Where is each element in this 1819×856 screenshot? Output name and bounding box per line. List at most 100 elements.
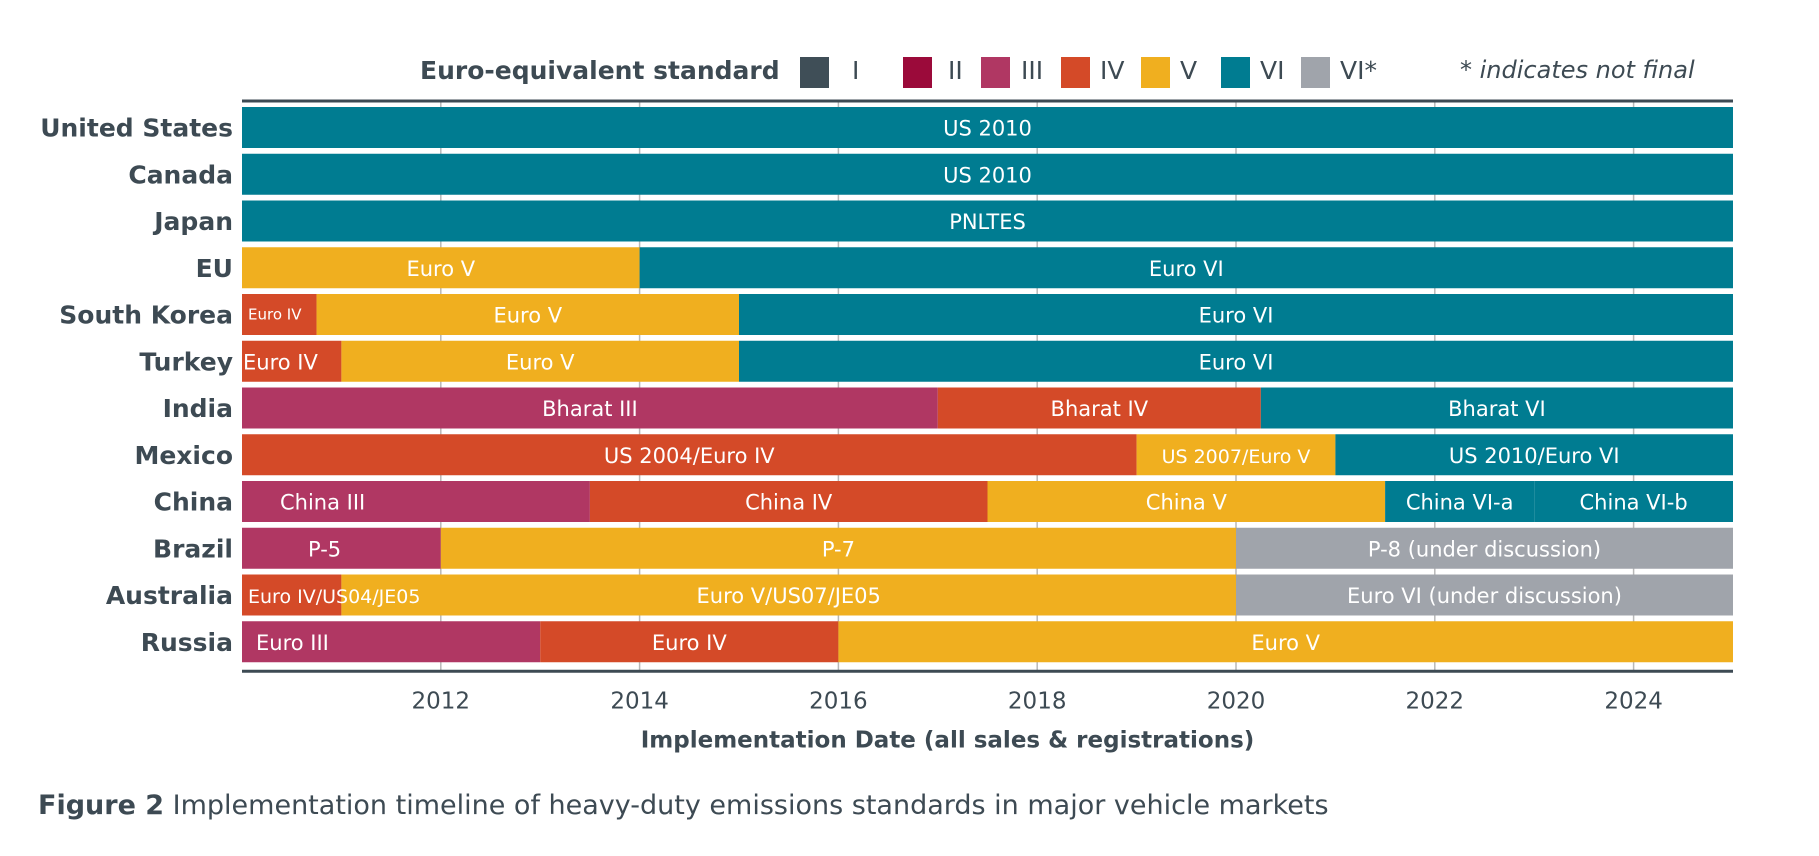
bar-segment bbox=[242, 574, 342, 616]
bar-segment bbox=[739, 294, 1733, 335]
legend-label-V: V bbox=[1180, 56, 1198, 85]
figure-caption: Figure 2 Implementation timeline of heav… bbox=[38, 790, 1329, 821]
bar-segment bbox=[242, 621, 541, 663]
segment-label: US 2004/Euro IV bbox=[604, 444, 775, 468]
legend-note: * indicates not final bbox=[1460, 56, 1695, 84]
row-label-mexico: Mexico bbox=[134, 441, 233, 470]
legend-swatch-V bbox=[1141, 57, 1170, 88]
segment-label: Euro VI (under discussion) bbox=[1347, 584, 1622, 608]
segment-label: China VI-a bbox=[1406, 491, 1514, 515]
row-label-india: India bbox=[163, 394, 233, 423]
segment-label: Euro V bbox=[406, 257, 475, 281]
segment-label: Euro IV/US04/JE05 bbox=[248, 586, 420, 608]
bar-segment bbox=[1534, 481, 1733, 522]
tick-label-2014: 2014 bbox=[610, 688, 669, 714]
bar-segment bbox=[1260, 387, 1733, 429]
legend-title: Euro-equivalent standard bbox=[420, 56, 780, 85]
legend-label-VI: VI bbox=[1260, 56, 1285, 85]
segment-label: Euro V bbox=[506, 350, 575, 374]
segment-label: Bharat IV bbox=[1051, 397, 1149, 421]
bar-segment bbox=[1335, 434, 1733, 476]
bar-segment bbox=[242, 107, 1733, 148]
segment-label: Bharat VI bbox=[1448, 397, 1546, 421]
bar-segment bbox=[242, 434, 1137, 476]
bar-segment bbox=[242, 481, 590, 522]
tick-label-2012: 2012 bbox=[412, 688, 471, 714]
segment-label: Bharat III bbox=[542, 397, 638, 421]
bar-segment bbox=[937, 387, 1261, 429]
segment-label: Euro IV bbox=[652, 631, 727, 655]
segment-label: Euro V bbox=[1251, 631, 1320, 655]
segment-label: US 2010 bbox=[943, 163, 1032, 187]
segment-label: P-8 (under discussion) bbox=[1368, 537, 1601, 561]
bar-segment bbox=[242, 294, 317, 335]
legend-label-VI-star: VI* bbox=[1340, 56, 1377, 85]
legend-label-III: III bbox=[1021, 56, 1044, 85]
row-label-china: China bbox=[154, 488, 233, 517]
figure-number: Figure 2 bbox=[38, 790, 165, 821]
tick-label-2024: 2024 bbox=[1604, 688, 1663, 714]
row-label-russia: Russia bbox=[141, 628, 233, 657]
segment-label: US 2010/Euro VI bbox=[1449, 444, 1620, 468]
segment-label: Euro III bbox=[256, 631, 329, 655]
segment-label: China V bbox=[1146, 491, 1228, 515]
row-label-canada: Canada bbox=[128, 160, 233, 189]
tick-label-2022: 2022 bbox=[1406, 688, 1465, 714]
legend-swatch-IV bbox=[1061, 57, 1090, 88]
bar-segment bbox=[242, 387, 938, 429]
row-label-united-states: United States bbox=[40, 114, 233, 143]
legend-swatch-VI bbox=[1221, 57, 1250, 88]
segment-label: PNLTES bbox=[949, 210, 1026, 234]
bar-segment bbox=[440, 527, 1236, 569]
row-label-turkey: Turkey bbox=[139, 347, 233, 376]
segment-label: China III bbox=[280, 491, 365, 515]
bar-segment bbox=[242, 153, 1733, 195]
bar-segment bbox=[838, 621, 1733, 663]
bar-segment bbox=[639, 247, 1733, 289]
tick-label-2018: 2018 bbox=[1008, 688, 1067, 714]
row-label-eu: EU bbox=[196, 254, 233, 283]
bar-segment bbox=[242, 247, 640, 289]
segment-label: P-7 bbox=[822, 537, 855, 561]
legend: Euro-equivalent standard I II III IV V V… bbox=[0, 52, 1819, 92]
bar-segment bbox=[589, 481, 988, 522]
bar-segment bbox=[242, 527, 441, 569]
bar-segment bbox=[1236, 527, 1733, 569]
bar-segment bbox=[316, 294, 739, 335]
bars bbox=[242, 107, 1733, 663]
bar-segment bbox=[1385, 481, 1535, 522]
row-labels: United States Canada Japan EU South Korea Tur… bbox=[40, 114, 1687, 657]
row-label-australia: Australia bbox=[106, 581, 233, 610]
caption-text: Implementation timeline of heavy-duty em… bbox=[164, 790, 1329, 821]
bar-segment bbox=[341, 340, 739, 382]
segment-label: Euro VI bbox=[1199, 304, 1274, 328]
tick-label-2020: 2020 bbox=[1207, 688, 1266, 714]
bar-segment bbox=[1236, 574, 1733, 616]
bar-segment bbox=[341, 574, 1236, 616]
legend-swatch-III bbox=[981, 57, 1010, 88]
segment-label: P-5 bbox=[308, 537, 341, 561]
bar-segment bbox=[739, 340, 1733, 382]
row-label-south-korea: South Korea bbox=[59, 301, 233, 330]
legend-swatch-I bbox=[800, 57, 829, 88]
segment-label: Euro VI bbox=[1149, 257, 1224, 281]
legend-label-II: II bbox=[948, 56, 963, 85]
legend-label-I: I bbox=[852, 56, 860, 85]
legend-swatch-II bbox=[903, 57, 932, 88]
tick-label-2016: 2016 bbox=[809, 688, 868, 714]
segment-label: US 2010 bbox=[943, 117, 1032, 141]
legend-label-IV: IV bbox=[1100, 56, 1125, 85]
segment-label: US 2007/Euro V bbox=[1162, 446, 1311, 468]
segment-label: Euro VI bbox=[1199, 350, 1274, 374]
segment-label: China IV bbox=[745, 491, 833, 515]
segment-label: Euro IV bbox=[248, 306, 302, 324]
x-axis-title: Implementation Date (all sales & registr… bbox=[641, 727, 1255, 753]
bar-segment bbox=[1136, 434, 1336, 476]
segment-label: Euro V/US07/JE05 bbox=[696, 584, 880, 608]
row-label-brazil: Brazil bbox=[153, 534, 233, 563]
bar-segment bbox=[987, 481, 1386, 522]
segment-label: Euro V bbox=[493, 304, 562, 328]
segment-label: Euro IV bbox=[243, 350, 318, 374]
bar-segment bbox=[540, 621, 839, 663]
